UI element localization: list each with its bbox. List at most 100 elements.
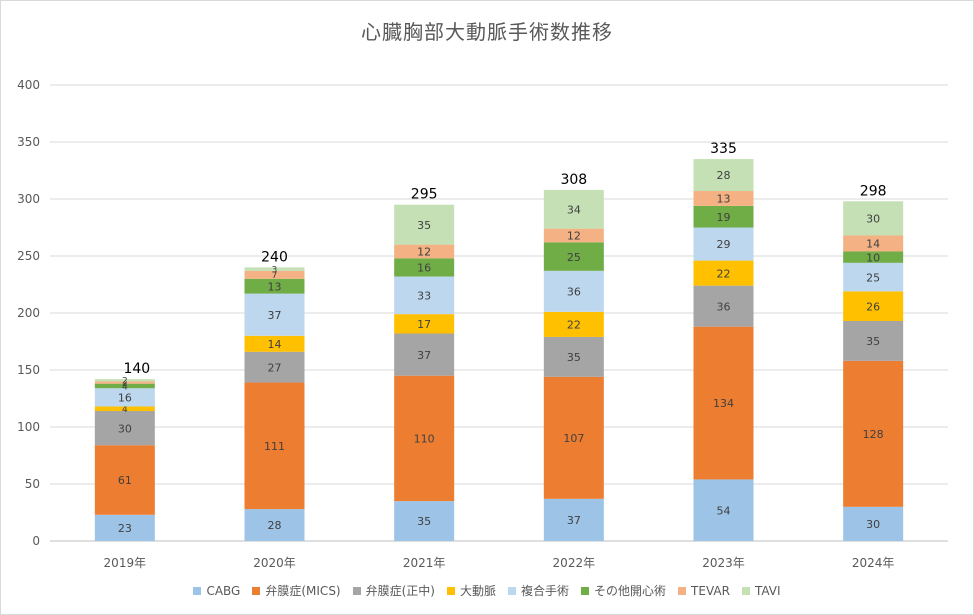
bar-segment: [543, 189, 604, 229]
data-label: 61: [118, 474, 132, 487]
data-label: 26: [866, 300, 880, 313]
total-label: 298: [860, 183, 887, 199]
bar-segment: [94, 379, 155, 382]
bar-segment: [244, 335, 305, 352]
bar-segment: [244, 293, 305, 336]
bar-segment: [244, 351, 305, 383]
bar-segment: [394, 314, 455, 334]
data-label: 16: [417, 262, 431, 275]
legend-item: 弁膜症(正中): [352, 582, 435, 599]
data-label: 30: [866, 518, 880, 531]
x-tick-label: 2023年: [702, 556, 745, 570]
data-label: 37: [268, 309, 282, 322]
bar-segment: [394, 244, 455, 259]
data-label: 17: [417, 318, 431, 331]
data-label: 13: [717, 193, 731, 206]
data-label: 111: [264, 440, 285, 453]
data-label: 27: [268, 361, 282, 374]
y-tick-label: 150: [17, 363, 40, 377]
legend-label: TAVI: [754, 583, 781, 598]
bar-segment: [244, 509, 305, 541]
x-tick-label: 2019年: [104, 556, 147, 570]
data-label: 36: [717, 300, 731, 313]
data-label: 134: [713, 397, 734, 410]
data-label: 23: [118, 522, 132, 535]
data-label: 3: [272, 266, 278, 276]
data-label: 37: [417, 349, 431, 362]
data-label: 54: [717, 504, 731, 517]
legend-swatch: [581, 586, 590, 595]
bar-segment: [394, 276, 455, 315]
data-label: 16: [118, 392, 132, 405]
data-label: 13: [268, 280, 282, 293]
legend-swatch: [252, 586, 261, 595]
data-label: 36: [567, 286, 581, 299]
legend-label: 弁膜症(正中): [365, 584, 435, 598]
data-label: 12: [567, 230, 581, 243]
x-tick-label: 2020年: [253, 556, 296, 570]
bar-segment: [244, 278, 305, 294]
legend-label: 大動脈: [460, 584, 497, 598]
y-tick-label: 350: [17, 135, 40, 149]
bar-segment: [543, 498, 604, 541]
bar-segment: [394, 375, 455, 502]
legend-item: TEVAR: [678, 584, 730, 598]
data-label: 22: [717, 267, 731, 280]
data-label: 2: [122, 377, 128, 387]
data-label: 110: [414, 433, 435, 446]
bar-segment: [843, 506, 904, 541]
bar-segment: [843, 320, 904, 361]
legend-swatch: [741, 586, 750, 595]
bar-segment: [244, 382, 305, 510]
total-label: 140: [123, 361, 150, 377]
bar-segment: [843, 251, 904, 263]
x-tick-label: 2024年: [852, 556, 895, 570]
bar-segment: [543, 376, 604, 499]
legend-label: 弁膜症(MICS): [265, 584, 341, 598]
y-tick-label: 400: [17, 78, 40, 92]
data-label: 25: [866, 271, 880, 284]
total-label: 240: [261, 249, 288, 265]
data-label: 30: [866, 213, 880, 226]
bar-segment: [394, 333, 455, 376]
bar-segment: [244, 267, 305, 271]
legend-swatch: [352, 586, 361, 595]
data-label: 2: [122, 379, 128, 389]
legend-label: 複合手術: [521, 584, 570, 598]
legend-swatch: [508, 586, 517, 595]
bar-segment: [394, 501, 455, 541]
y-tick-label: 0: [32, 534, 40, 548]
data-label: 7: [272, 271, 278, 281]
bar-segment: [94, 514, 155, 541]
bar-segment: [94, 445, 155, 515]
bar-segment: [843, 291, 904, 321]
data-label: 14: [866, 238, 880, 251]
data-label: 30: [118, 422, 132, 435]
data-label: 10: [866, 251, 880, 264]
bar-segment: [693, 205, 754, 228]
bar-segment: [94, 411, 155, 446]
x-tick-label: 2022年: [553, 556, 596, 570]
bar-segment: [843, 235, 904, 252]
bar-segment: [394, 258, 455, 277]
data-label: 25: [567, 251, 581, 264]
legend-label: TEVAR: [691, 583, 730, 598]
chart-title: 心臓胸部大動脈手術数推移: [361, 20, 613, 44]
legend-swatch: [678, 586, 687, 595]
data-label: 4: [122, 382, 128, 392]
y-tick-label: 200: [17, 306, 40, 320]
legend-item: TAVI: [741, 583, 781, 598]
bar-segment: [693, 227, 754, 261]
data-label: 128: [863, 428, 884, 441]
bar-segment: [244, 270, 305, 279]
y-tick-label: 250: [17, 249, 40, 263]
data-label: 29: [717, 238, 731, 251]
data-label: 28: [717, 169, 731, 182]
legend-item: その他開心術: [581, 582, 666, 599]
legend-swatch: [447, 586, 455, 595]
data-label: 35: [567, 351, 581, 364]
bar-segment: [94, 383, 155, 389]
x-tick-label: 2021年: [403, 556, 446, 570]
